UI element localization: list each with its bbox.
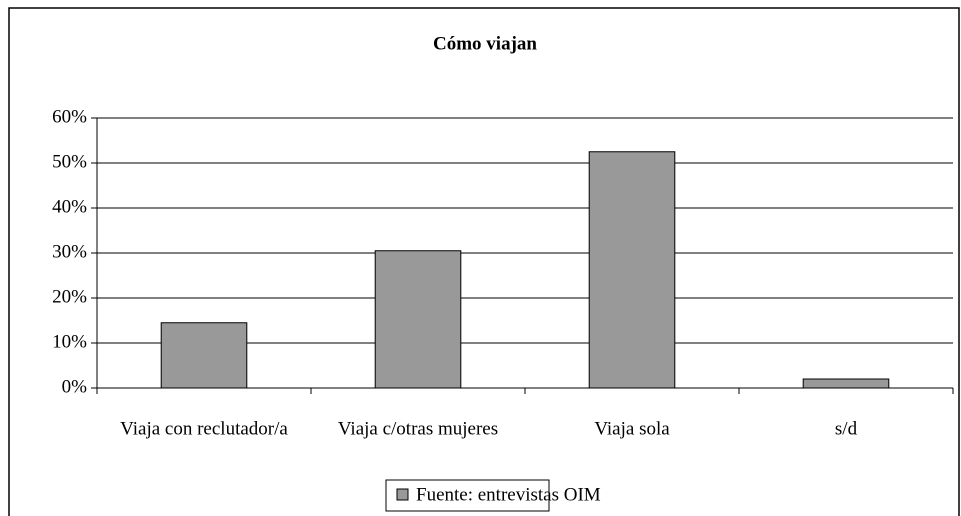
y-tick-label: 50%: [52, 151, 87, 172]
y-tick-label: 40%: [52, 196, 87, 217]
bar: [374, 250, 462, 389]
bar: [802, 378, 890, 389]
y-tick-label: 30%: [52, 241, 87, 262]
x-tick-label: s/d: [835, 418, 858, 439]
x-tick-label: Viaja con reclutador/a: [120, 418, 288, 439]
chart-title: Cómo viajan: [433, 33, 537, 54]
chart-frame: [8, 7, 960, 516]
y-tick-label: 10%: [52, 331, 87, 352]
y-tick-label: 20%: [52, 286, 87, 307]
bar: [588, 151, 676, 389]
legend-box: [385, 479, 550, 512]
y-tick-label: 0%: [62, 376, 88, 397]
x-tick-label: Viaja sola: [594, 418, 670, 439]
bar: [160, 322, 248, 389]
y-tick-label: 60%: [52, 106, 87, 127]
legend-swatch: [396, 488, 409, 501]
legend-label: Fuente: entrevistas OIM: [416, 484, 601, 505]
x-tick-label: Viaja c/otras mujeres: [338, 418, 498, 439]
